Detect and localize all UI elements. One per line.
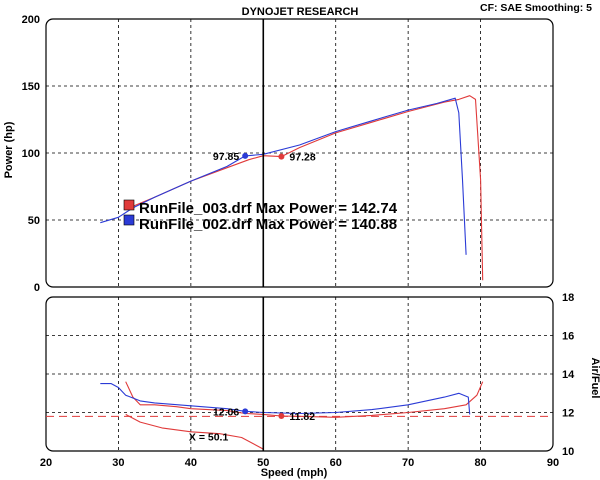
x-tick-60: 60 bbox=[330, 457, 342, 469]
power-y-tick-labels: 0 50 100 150 200 bbox=[22, 14, 40, 294]
power-annotation-0: 97.85 bbox=[213, 151, 239, 163]
afr-annotation-2: X = 50.1 bbox=[189, 432, 229, 444]
legend-swatch-run-003 bbox=[123, 199, 135, 211]
power-y-tick-0: 0 bbox=[34, 282, 40, 294]
y-axis-label-power: Power (hp) bbox=[3, 121, 15, 178]
afr-marker-1 bbox=[278, 412, 285, 419]
y-axis-label-air-fuel: Air/Fuel bbox=[589, 358, 600, 399]
legend: RunFile_003.drf Max Power = 142.74 RunFi… bbox=[123, 199, 398, 233]
legend-label-run-002: RunFile_002.drf Max Power = 140.88 bbox=[139, 216, 397, 233]
x-tick-40: 40 bbox=[185, 457, 197, 469]
x-tick-90: 90 bbox=[547, 457, 559, 469]
power-y-tick-50: 50 bbox=[28, 215, 40, 227]
afr-series-trace-2 bbox=[125, 413, 264, 450]
afr-y-tick-12: 12 bbox=[562, 408, 574, 420]
x-axis-label: Speed (mph) bbox=[261, 467, 328, 479]
power-series-runfile-002-drf bbox=[100, 97, 467, 255]
legend-label-run-003: RunFile_003.drf Max Power = 142.74 bbox=[139, 200, 398, 217]
x-tick-50: 50 bbox=[257, 457, 269, 469]
power-y-tick-150: 150 bbox=[22, 81, 40, 93]
afr-y-tick-10: 10 bbox=[562, 446, 574, 458]
x-tick-80: 80 bbox=[474, 457, 486, 469]
afr-annotation-1: 11.82 bbox=[289, 411, 315, 423]
x-tick-labels: 20 30 40 50 60 70 80 90 bbox=[40, 457, 559, 469]
afr-annotation-0: 12.06 bbox=[213, 406, 239, 418]
afr-marker-0 bbox=[242, 408, 249, 415]
afr-y-tick-16: 16 bbox=[562, 331, 574, 343]
power-grid bbox=[46, 19, 553, 287]
x-tick-20: 20 bbox=[40, 457, 52, 469]
afr-y-tick-18: 18 bbox=[562, 292, 574, 304]
power-marker-1 bbox=[278, 153, 285, 160]
power-annotation-1: 97.28 bbox=[289, 152, 315, 164]
x-tick-70: 70 bbox=[402, 457, 414, 469]
afr-series-runfile-002-drf bbox=[100, 383, 471, 415]
value-annotations: 97.85 97.28 12.06 11.82 X = 50.1 bbox=[189, 151, 316, 444]
air-fuel-series-group bbox=[100, 381, 484, 450]
chart-settings-info: CF: SAE Smoothing: 5 bbox=[480, 2, 592, 14]
air-fuel-y-tick-labels: 10 12 14 16 18 bbox=[562, 292, 575, 458]
afr-y-tick-14: 14 bbox=[562, 369, 575, 381]
power-series-runfile-003-drf bbox=[125, 95, 484, 281]
power-y-tick-200: 200 bbox=[22, 14, 40, 26]
afr-series-runfile-003-drf bbox=[125, 381, 484, 418]
power-y-tick-100: 100 bbox=[22, 148, 40, 160]
power-series-group bbox=[100, 95, 484, 281]
legend-swatch-run-002 bbox=[123, 214, 135, 226]
power-marker-0 bbox=[242, 152, 249, 159]
x-tick-30: 30 bbox=[112, 457, 124, 469]
chart-title: DYNOJET RESEARCH bbox=[242, 6, 359, 18]
